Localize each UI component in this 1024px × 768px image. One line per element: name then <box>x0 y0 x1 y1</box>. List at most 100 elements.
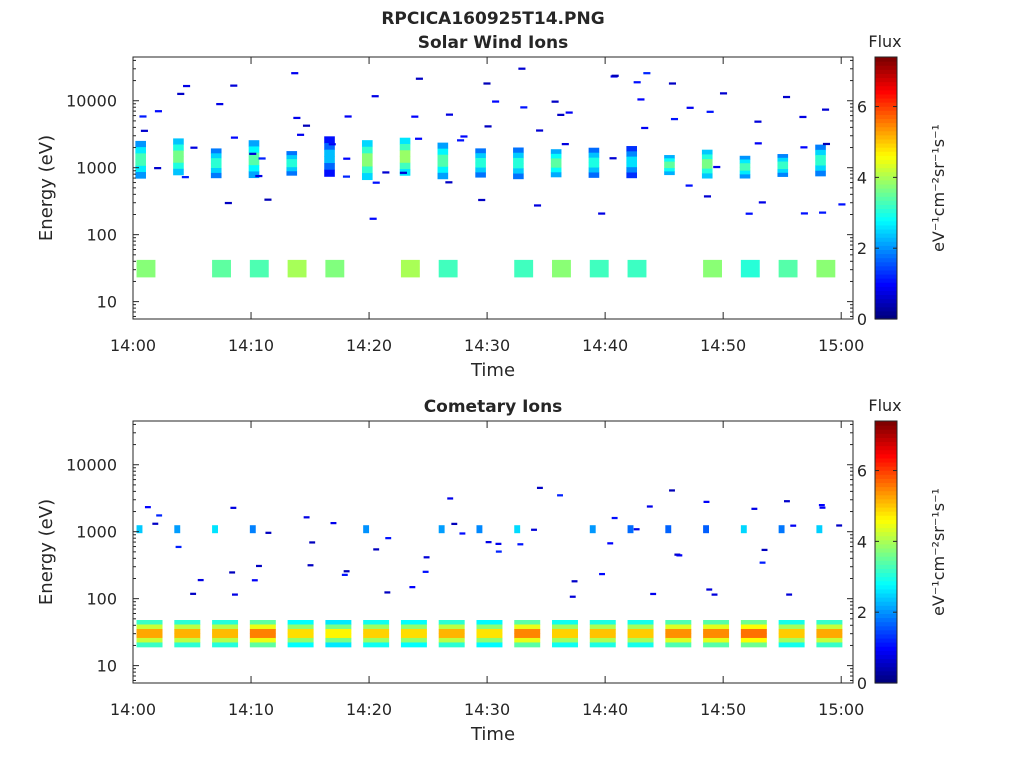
colorbar-segment <box>875 106 897 111</box>
heatmap-cell <box>711 593 718 596</box>
heatmap-cell <box>287 628 314 634</box>
heatmap-cell <box>800 212 808 215</box>
heatmap-cell <box>324 136 335 144</box>
colorbar-segment <box>875 449 897 455</box>
heatmap-cell <box>475 157 486 164</box>
heatmap-cell <box>783 500 790 503</box>
colorbar-label: eV⁻¹cm⁻²sr⁻¹s⁻¹ <box>929 124 948 252</box>
heatmap-cell <box>520 106 528 109</box>
heatmap-cell <box>249 619 276 625</box>
heatmap-cell <box>514 624 541 630</box>
heatmap-cell <box>627 259 647 278</box>
heatmap-cell <box>777 154 789 159</box>
heatmap-cell <box>230 136 238 139</box>
heatmap-cell <box>475 172 486 178</box>
colorbar-segment <box>875 110 897 115</box>
colorbar-segment <box>875 625 897 631</box>
heatmap-cell <box>399 162 411 170</box>
heatmap-cell <box>475 162 486 168</box>
colorbar-segment <box>875 241 897 246</box>
heatmap-cell <box>703 624 730 630</box>
heatmap-cell <box>588 162 600 168</box>
heatmap-cell <box>664 158 675 162</box>
colorbar-segment <box>875 118 897 124</box>
heatmap-cell <box>637 98 645 101</box>
colorbar-frame <box>874 56 898 320</box>
heatmap-cell <box>815 149 826 156</box>
colorbar-segment <box>875 605 897 610</box>
heatmap-cell <box>670 117 679 121</box>
heatmap-cell <box>224 201 232 205</box>
colorbar-segment <box>875 138 897 144</box>
y-ticks: 10 100 1000 10000 <box>66 423 853 681</box>
heatmap-cell <box>152 522 159 525</box>
heatmap-cell <box>495 550 502 553</box>
x-tick-label: 14:40 <box>582 700 628 719</box>
heatmap-cell <box>324 156 335 164</box>
heatmap-cell <box>286 171 298 176</box>
heatmap-cell <box>399 143 411 151</box>
heatmap-cell <box>457 139 465 142</box>
colorbar-title: Flux <box>868 32 901 51</box>
heatmap-cell <box>552 633 578 639</box>
colorbar-segment <box>875 658 897 664</box>
heatmap-cell <box>514 633 541 639</box>
heatmap-cell <box>552 619 578 625</box>
heatmap-cell <box>210 168 222 174</box>
colorbar-segment <box>875 474 897 479</box>
heatmap-cell <box>777 165 789 170</box>
heatmap-cell <box>665 642 692 648</box>
heatmap-cell <box>136 624 163 630</box>
y-tick-label: 10 <box>97 657 117 676</box>
heatmap-cell <box>815 160 826 166</box>
heatmap-cell <box>363 619 390 625</box>
colorbar-segment <box>875 674 897 680</box>
panel-title: Solar Wind Ions <box>418 33 569 53</box>
heatmap-cell <box>475 153 486 159</box>
heatmap-cell <box>361 173 373 181</box>
colorbar-segment <box>875 114 897 120</box>
heatmap-cell <box>400 628 427 634</box>
heatmap-cell <box>437 172 449 180</box>
heatmap-cell <box>514 619 541 625</box>
colorbar-segment <box>875 642 897 647</box>
heatmap-cell <box>739 159 751 164</box>
heatmap-cell <box>437 142 449 150</box>
heatmap-cell <box>437 160 449 168</box>
heatmap-cell <box>291 72 299 75</box>
heatmap-cell <box>249 637 276 643</box>
heatmap-cell <box>609 157 617 160</box>
heatmap-cell <box>816 259 836 278</box>
heatmap-cell <box>626 172 637 179</box>
heatmap-cell <box>174 637 201 643</box>
colorbar-segment <box>875 192 897 197</box>
heatmap-cell <box>459 532 466 535</box>
heatmap-cell <box>561 142 569 146</box>
heatmap-cell <box>451 522 458 526</box>
heatmap-cell <box>815 155 826 161</box>
heatmap-cell <box>646 505 653 508</box>
heatmap-cell <box>136 637 163 643</box>
heatmap-cell <box>248 152 260 160</box>
y-axis-label: Energy (eV) <box>36 135 57 241</box>
heatmap-cell <box>409 586 416 589</box>
heatmap-cell <box>249 628 276 634</box>
heatmap-cell <box>400 637 427 643</box>
colorbar-segment <box>875 445 897 451</box>
colorbar-segment <box>875 613 897 619</box>
heatmap-cell <box>325 619 352 625</box>
heatmap-cell <box>633 81 641 84</box>
heatmap-cell <box>643 72 651 75</box>
colorbar-segment <box>875 269 897 275</box>
heatmap-cell <box>665 525 672 534</box>
heatmap-cell <box>371 95 379 98</box>
colorbar-segment <box>875 441 897 447</box>
heatmap-cell <box>565 111 573 114</box>
colorbar-segment <box>875 286 897 291</box>
colorbar-segment <box>875 506 897 512</box>
heatmap-cell <box>816 642 843 648</box>
heatmap-cell <box>588 147 600 154</box>
heatmap-cell <box>248 165 260 172</box>
colorbar-segment <box>875 543 897 549</box>
heatmap-cell <box>363 642 390 648</box>
